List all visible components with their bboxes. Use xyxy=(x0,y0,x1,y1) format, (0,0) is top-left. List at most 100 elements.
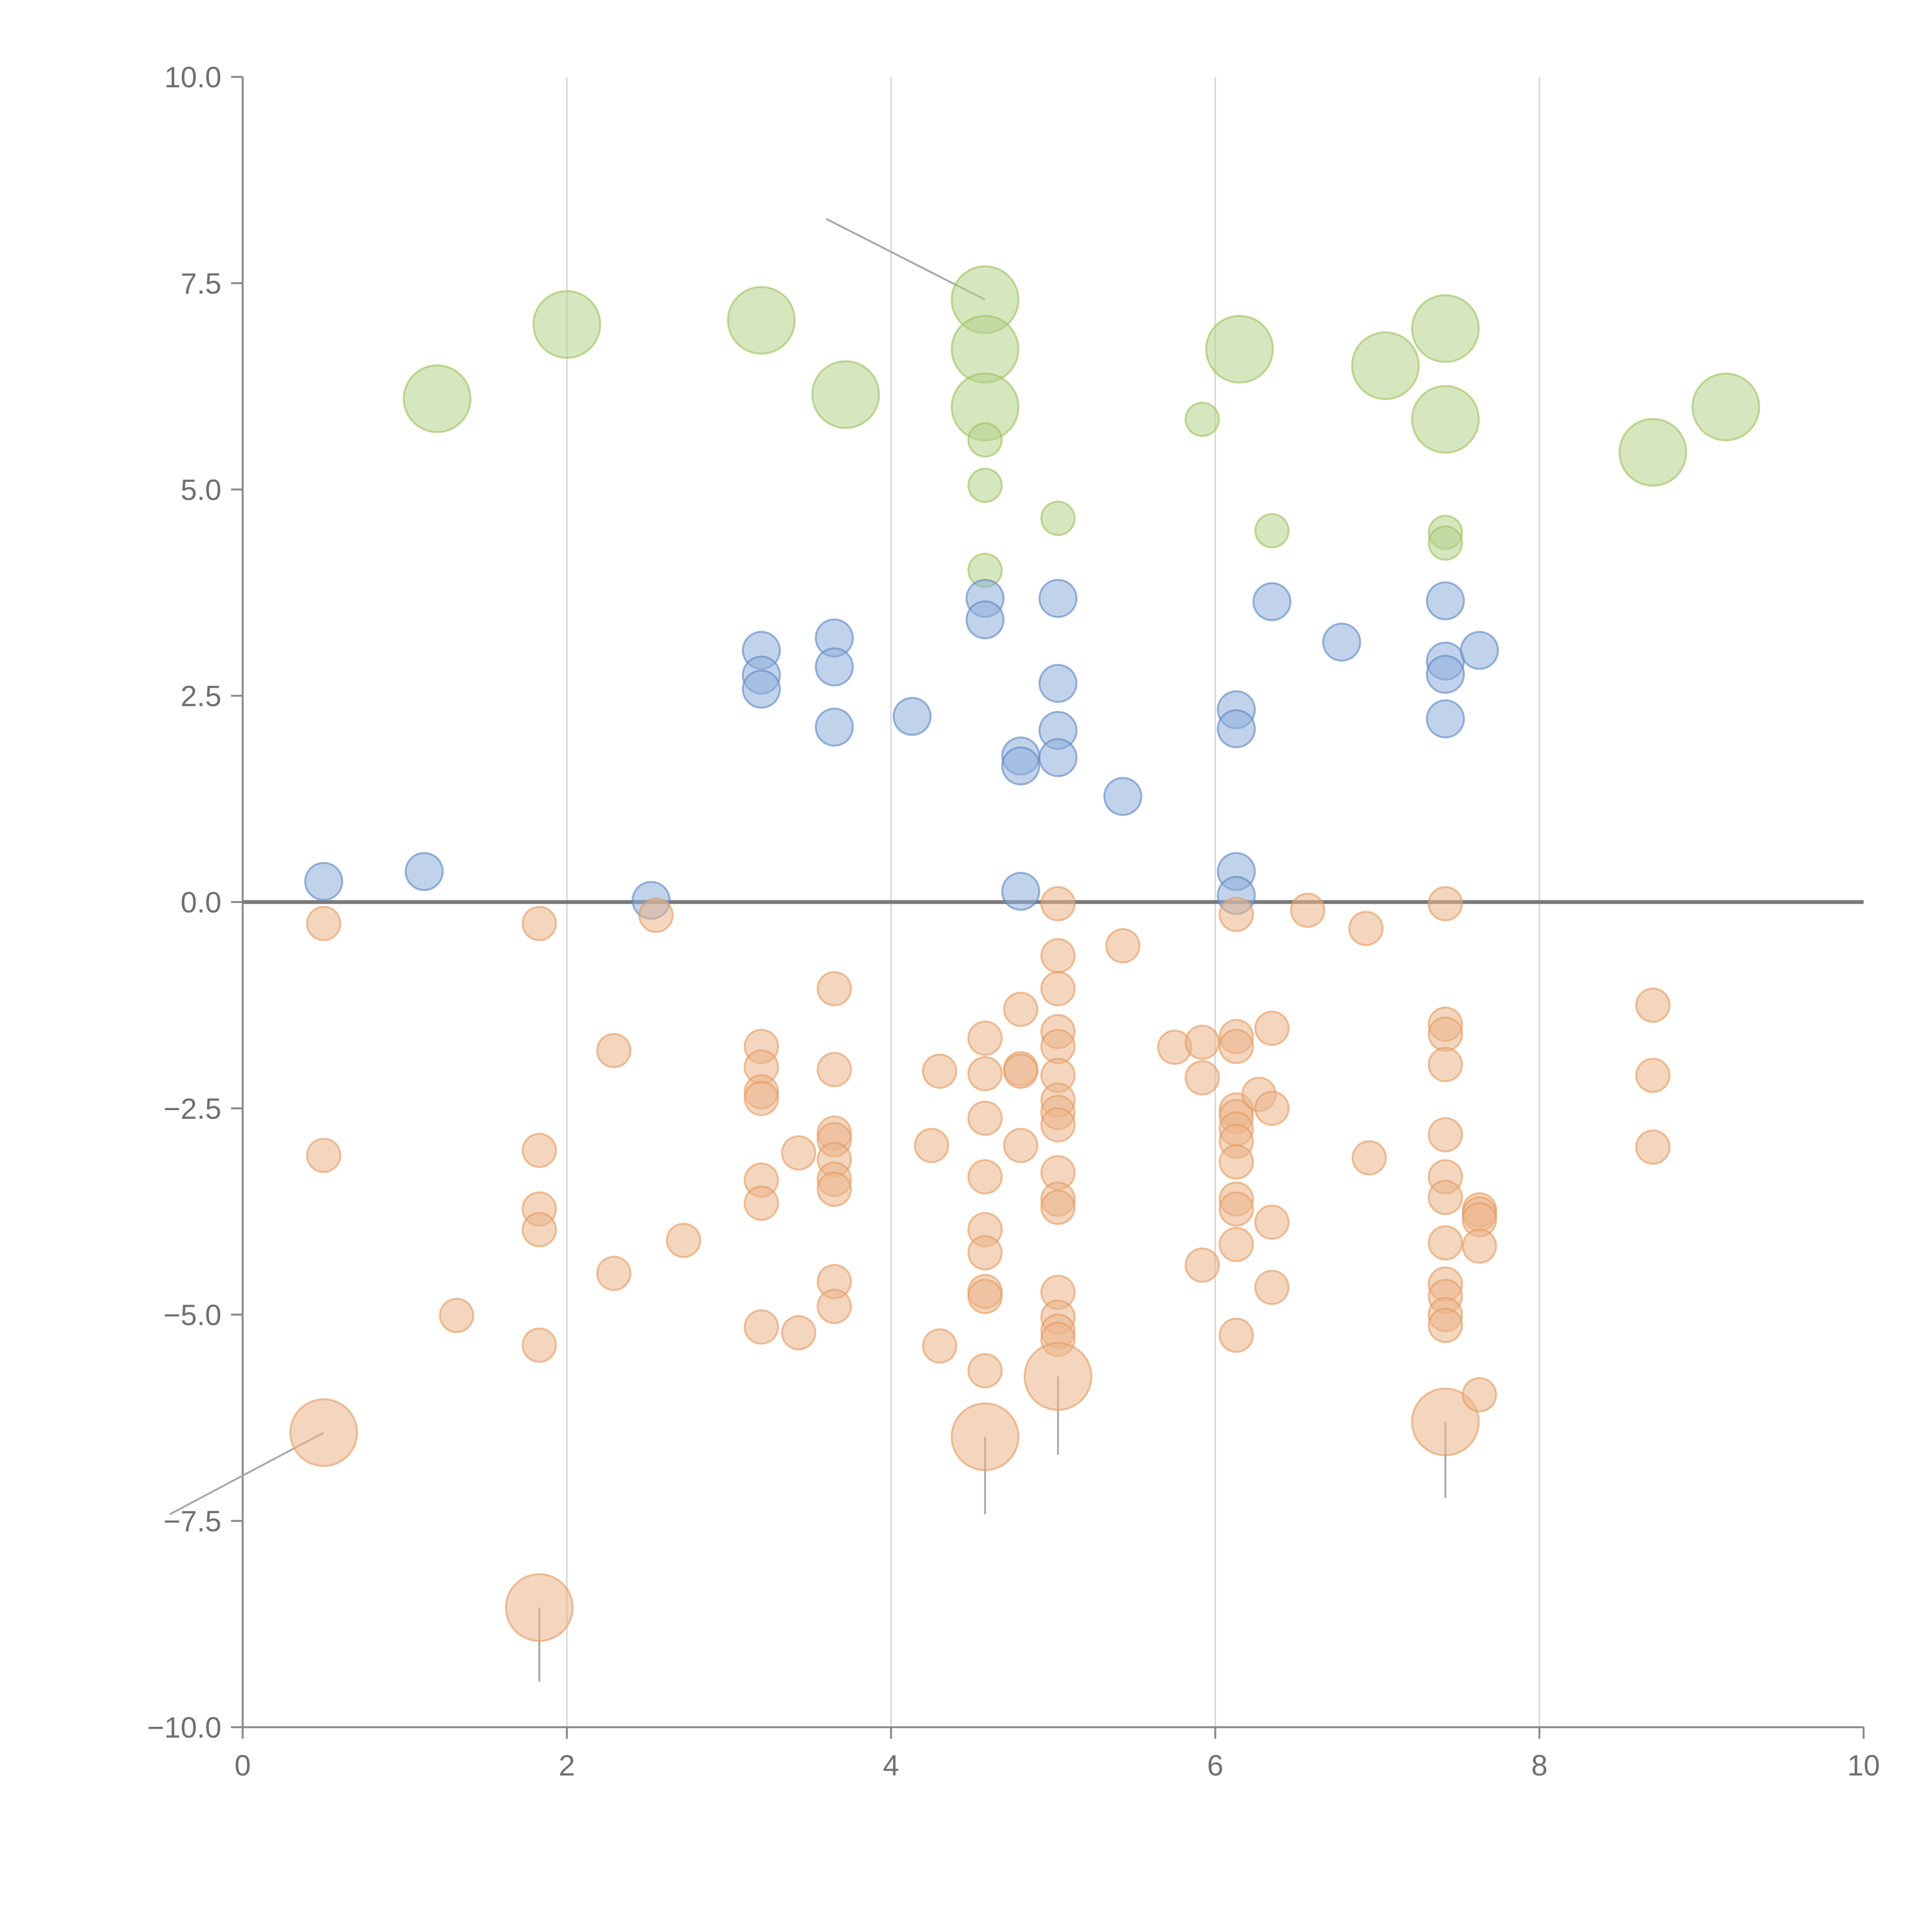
data-point-low-91 xyxy=(1427,886,1463,922)
data-point-low-2 xyxy=(289,1398,358,1467)
data-points xyxy=(289,265,1760,1642)
data-point-mid-19 xyxy=(1103,777,1143,816)
data-point-mid-16 xyxy=(1038,664,1078,703)
data-point-mid-26 xyxy=(1426,581,1465,621)
data-point-low-102 xyxy=(1427,1308,1463,1343)
y-tick-label: 7.5 xyxy=(180,267,221,300)
data-point-low-78 xyxy=(1218,1144,1254,1180)
data-point-low-12 xyxy=(638,897,674,933)
data-point-mid-30 xyxy=(1460,631,1499,670)
data-point-low-47 xyxy=(1003,1053,1039,1089)
data-point-low-87 xyxy=(1254,1270,1290,1305)
data-point-low-42 xyxy=(967,1279,1003,1314)
data-point-mid-1 xyxy=(405,852,444,891)
data-point-high-0 xyxy=(403,364,472,433)
data-point-low-48 xyxy=(1003,1128,1039,1163)
data-point-low-90 xyxy=(1351,1140,1387,1176)
data-point-low-37 xyxy=(967,1100,1003,1136)
x-tick-label: 2 xyxy=(559,1749,575,1782)
data-point-low-17 xyxy=(743,1081,779,1116)
y-tick-label: 10.0 xyxy=(164,61,221,94)
x-tick-label: 8 xyxy=(1531,1749,1548,1782)
y-tick-label: 0.0 xyxy=(180,886,221,919)
x-tick-label: 6 xyxy=(1207,1749,1223,1782)
data-point-low-93 xyxy=(1427,1016,1463,1052)
data-point-low-36 xyxy=(967,1056,1003,1092)
data-point-mid-18 xyxy=(1038,738,1078,777)
data-point-low-38 xyxy=(967,1159,1003,1195)
data-point-low-69 xyxy=(1184,1060,1220,1096)
data-point-low-108 xyxy=(1462,1377,1497,1413)
data-point-low-109 xyxy=(1635,987,1671,1023)
data-point-low-98 xyxy=(1427,1225,1463,1261)
data-point-low-9 xyxy=(505,1573,574,1642)
data-point-low-89 xyxy=(1348,911,1384,946)
data-point-low-4 xyxy=(521,906,557,941)
data-point-high-13 xyxy=(967,422,1003,458)
data-point-low-94 xyxy=(1427,1047,1463,1082)
tick-labels: 10.0 7.5 5.0 2.5 0.0 −2.5 −5.0 −7.5 −10.0 0 2 4 6 8 10 xyxy=(147,61,1880,1782)
data-point-high-1 xyxy=(532,290,601,359)
data-point-mid-7 xyxy=(815,647,854,687)
y-tick-label: −7.5 xyxy=(163,1505,221,1538)
data-point-high-5 xyxy=(951,315,1020,384)
annotation-leader-lines xyxy=(169,218,1447,1682)
data-point-low-1 xyxy=(306,1138,342,1173)
x-tick-label: 10 xyxy=(1847,1749,1880,1782)
data-point-high-7 xyxy=(1205,315,1274,384)
data-point-low-40 xyxy=(967,1235,1003,1270)
data-point-high-19 xyxy=(1427,525,1463,561)
data-point-low-45 xyxy=(1003,992,1039,1027)
data-point-low-19 xyxy=(743,1185,779,1221)
data-point-low-11 xyxy=(596,1255,632,1291)
data-point-low-21 xyxy=(781,1135,816,1171)
data-point-low-68 xyxy=(1184,1024,1220,1060)
data-point-mid-24 xyxy=(1252,582,1292,621)
data-point-mid-25 xyxy=(1322,622,1361,662)
data-point-low-5 xyxy=(521,1133,557,1168)
data-point-low-24 xyxy=(816,1052,852,1087)
data-point-low-86 xyxy=(1254,1204,1290,1240)
data-point-low-13 xyxy=(666,1223,701,1258)
data-point-low-8 xyxy=(521,1327,557,1363)
data-point-low-50 xyxy=(1040,938,1076,974)
data-point-low-10 xyxy=(596,1033,632,1068)
data-point-mid-5 xyxy=(742,670,781,709)
data-point-low-65 xyxy=(1024,1342,1092,1411)
y-tick-label: 5.0 xyxy=(180,474,221,507)
data-point-mid-13 xyxy=(1001,746,1041,786)
x-tick-label: 0 xyxy=(235,1749,251,1782)
data-point-low-35 xyxy=(967,1020,1003,1056)
data-point-low-95 xyxy=(1427,1117,1463,1153)
data-point-low-23 xyxy=(816,971,852,1007)
data-point-low-20 xyxy=(743,1309,779,1345)
y-tick-label: −5.0 xyxy=(163,1299,221,1332)
data-point-high-2 xyxy=(727,286,796,355)
data-point-low-82 xyxy=(1218,1317,1254,1353)
data-point-low-110 xyxy=(1635,1058,1671,1093)
data-point-low-70 xyxy=(1184,1247,1220,1283)
data-point-low-73 xyxy=(1218,1029,1254,1064)
data-point-low-43 xyxy=(967,1353,1003,1389)
data-point-low-71 xyxy=(1218,896,1254,932)
data-point-high-3 xyxy=(811,360,880,429)
data-point-high-11 xyxy=(1618,418,1687,487)
data-point-low-107 xyxy=(1462,1228,1497,1264)
data-point-low-29 xyxy=(816,1171,852,1207)
data-point-mid-8 xyxy=(815,707,854,747)
data-point-high-15 xyxy=(1040,500,1076,536)
y-tick-label: −10.0 xyxy=(147,1711,221,1744)
data-point-low-85 xyxy=(1254,1090,1290,1126)
data-point-low-44 xyxy=(951,1402,1020,1471)
data-point-high-8 xyxy=(1351,331,1420,400)
data-point-high-12 xyxy=(1691,372,1760,442)
data-point-high-10 xyxy=(1411,385,1480,454)
data-point-low-49 xyxy=(1040,886,1076,922)
data-point-high-16 xyxy=(1184,401,1220,437)
data-point-low-60 xyxy=(1040,1189,1076,1225)
data-point-mid-29 xyxy=(1426,699,1465,738)
data-point-low-7 xyxy=(521,1212,557,1247)
data-point-mid-14 xyxy=(1001,872,1041,911)
data-point-mid-21 xyxy=(1217,709,1256,748)
